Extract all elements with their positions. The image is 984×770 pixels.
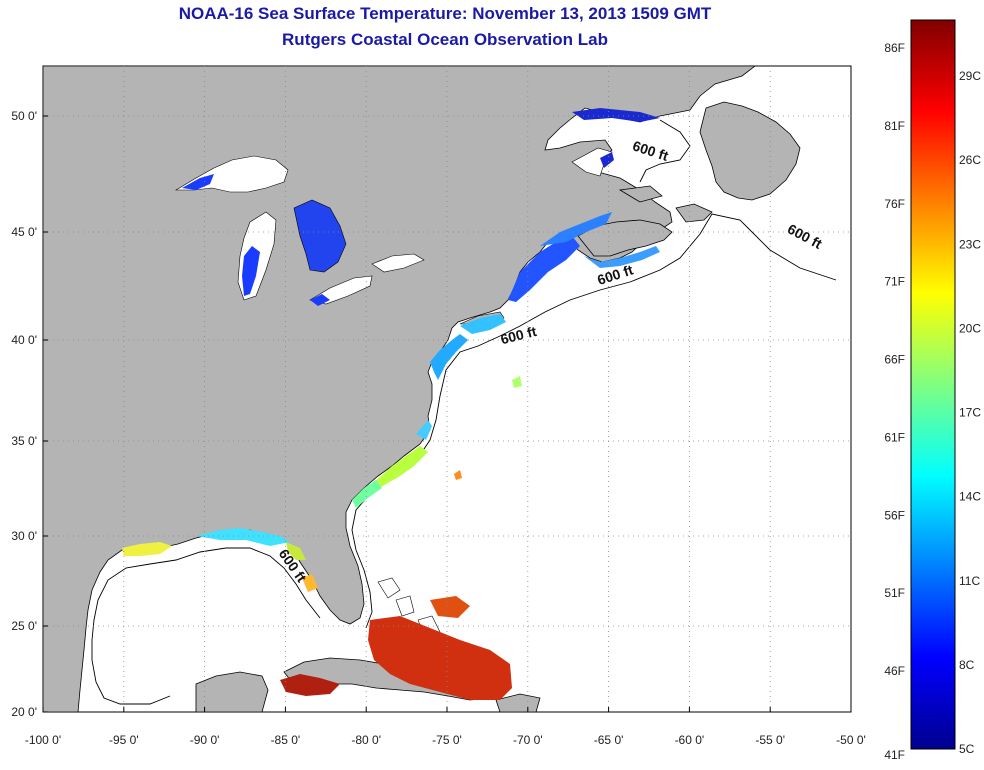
lat-tick-label: 40 0' [11, 333, 37, 347]
lon-tick-label: -75 0' [432, 733, 462, 747]
lon-tick-label: -50 0' [836, 733, 866, 747]
lon-tick-label: -85 0' [271, 733, 301, 747]
longitude-labels: -100 0' -95 0' -90 0' -85 0' -80 0' -75 0' -70… [25, 733, 866, 747]
lon-tick-label: -60 0' [675, 733, 705, 747]
lon-tick-label: -100 0' [25, 733, 61, 747]
sst-gulf-of-maine [508, 236, 580, 302]
colorbar-c-label: 17C [959, 406, 981, 420]
colorbar-f-label: 56F [884, 508, 905, 522]
colorbar-f-label: 41F [884, 748, 905, 762]
colorbar-f-label: 71F [884, 275, 905, 289]
colorbar-f-label: 66F [884, 353, 905, 367]
colorbar-f-label: 46F [884, 664, 905, 678]
isobath-600ft [91, 119, 837, 705]
sst-carolina [372, 446, 428, 490]
lon-tick-label: -90 0' [190, 733, 220, 747]
sst-florida-west [302, 574, 318, 592]
colorbar-fahrenheit-labels: 86F 81F 76F 71F 66F 61F 56F 51F 46F 41F [884, 41, 905, 762]
labrador-coast-sst [572, 108, 660, 122]
lake-michigan-sst [242, 246, 260, 296]
sst-offshore-nc [512, 376, 522, 388]
sst-mid-atlantic [430, 334, 468, 380]
colorbar [910, 19, 956, 750]
sst-georgia [352, 480, 382, 508]
colorbar-celsius-labels: 29C 26C 23C 20C 17C 14C 11C 8C 5C [959, 69, 981, 756]
anticosti-land [618, 185, 663, 203]
lat-tick-label: 30 0' [11, 529, 37, 543]
sst-chesapeake [416, 420, 432, 440]
lat-tick-label: 45 0' [11, 225, 37, 239]
colorbar-c-label: 8C [959, 658, 975, 672]
colorbar-f-label: 61F [884, 430, 905, 444]
lat-tick-label: 35 0' [11, 434, 37, 448]
lat-tick-label: 50 0' [11, 109, 37, 123]
lake-ontario [371, 253, 425, 273]
lon-tick-label: -55 0' [755, 733, 785, 747]
sst-bahamas-warm [280, 470, 512, 700]
lat-tick-label: 25 0' [11, 619, 37, 633]
sst-gulf-coast-west [122, 542, 172, 556]
lat-tick-label: 20 0' [11, 705, 37, 719]
sst-bay-of-fundy [584, 246, 660, 268]
yucatan-land [195, 671, 269, 712]
sst-new-england-shelf [460, 314, 506, 334]
colorbar-f-label: 76F [884, 197, 905, 211]
st-lawrence-sst [600, 152, 614, 168]
map-title: NOAA-16 Sea Surface Temperature: Novembe… [178, 4, 712, 23]
cape-breton-land [675, 203, 713, 223]
colorbar-c-label: 23C [959, 237, 981, 251]
colorbar-c-label: 11C [959, 574, 980, 588]
colorbar-f-label: 81F [884, 119, 905, 133]
colorbar-c-label: 26C [959, 153, 981, 167]
lake-erie-sst [310, 294, 330, 306]
great-lakes [174, 155, 425, 306]
colorbar-c-label: 14C [959, 490, 981, 504]
map-content [43, 66, 837, 712]
sst-gulf-coast-mid [196, 528, 290, 546]
map-subtitle: Rutgers Coastal Ocean Observation Lab [282, 30, 608, 49]
colorbar-c-label: 20C [959, 321, 981, 335]
sst-coastal-bands [122, 212, 660, 592]
lon-tick-label: -80 0' [351, 733, 381, 747]
colorbar-c-label: 5C [959, 742, 975, 756]
lake-huron [293, 199, 347, 273]
lon-tick-label: -95 0' [109, 733, 139, 747]
lon-tick-label: -70 0' [513, 733, 543, 747]
newfoundland-land [699, 101, 801, 201]
colorbar-f-label: 86F [884, 41, 905, 55]
colorbar-c-label: 29C [959, 69, 981, 83]
nova-scotia-land [577, 219, 673, 257]
sst-florida-big-bend [286, 542, 306, 560]
lon-tick-label: -65 0' [594, 733, 624, 747]
latitude-labels: 50 0' 45 0' 40 0' 35 0' 30 0' 25 0' 20 0' [11, 109, 37, 719]
colorbar-f-label: 51F [884, 586, 905, 600]
hispaniola-land [495, 693, 541, 712]
lake-superior-sst [182, 174, 214, 190]
sst-scotian-shelf [540, 212, 612, 246]
